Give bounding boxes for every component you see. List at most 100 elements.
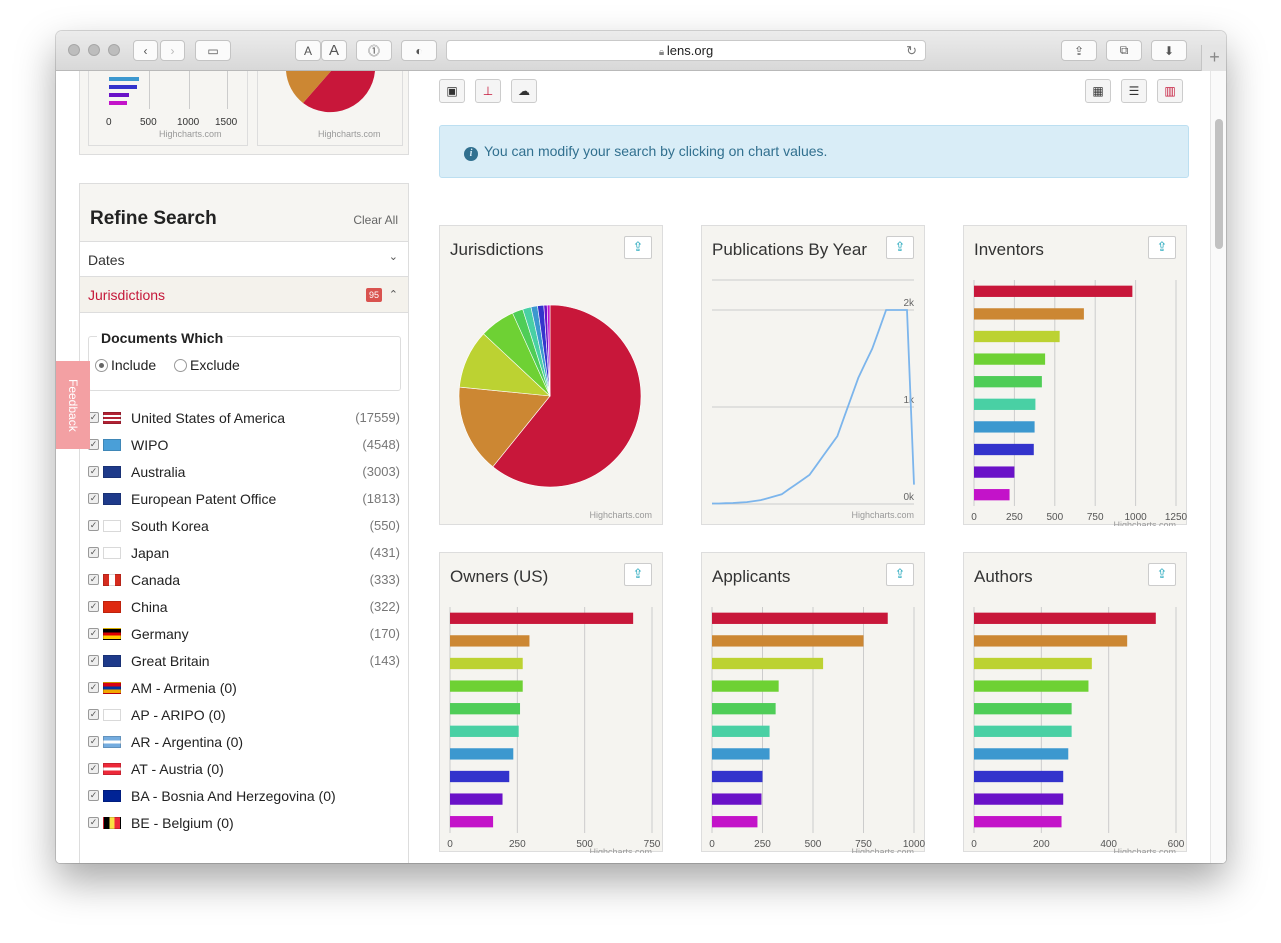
export-button[interactable]: ⇪	[624, 563, 652, 586]
jurisdiction-item[interactable]: ✓ AT - Austria (0)	[88, 755, 408, 782]
jurisdiction-count: (550)	[369, 518, 400, 533]
bar	[974, 612, 1156, 624]
publications-line-chart: 0k 1k 2k Highcharts.com	[712, 279, 915, 520]
upload-icon: ⇪	[894, 566, 906, 581]
tabs-button[interactable]: ⧉	[1106, 40, 1142, 61]
downloads-button[interactable]: ⬇	[1151, 40, 1187, 61]
dates-filter[interactable]: Dates ⌄	[80, 242, 408, 277]
minimize-window-button[interactable]	[88, 44, 100, 56]
include-radio[interactable]: Include	[95, 357, 156, 373]
chart-view-button[interactable]: ▥	[1157, 79, 1183, 103]
url-text: lens.org	[666, 43, 714, 58]
close-window-button[interactable]	[68, 44, 80, 56]
flag-icon	[103, 465, 121, 478]
zoom-window-button[interactable]	[108, 44, 120, 56]
jurisdiction-item[interactable]: ✓ European Patent Office (1813)	[88, 485, 408, 512]
checkbox-checked-icon[interactable]: ✓	[88, 493, 99, 504]
chart-credit: Highcharts.com	[851, 510, 914, 520]
bar	[974, 680, 1089, 692]
jurisdiction-item[interactable]: ✓ Canada (333)	[88, 566, 408, 593]
password-button[interactable]: ⓵	[356, 40, 392, 61]
font-larger-button[interactable]: A	[321, 40, 347, 61]
export-button[interactable]: ⇪	[886, 563, 914, 586]
back-button[interactable]: ‹	[133, 40, 158, 61]
jurisdiction-item[interactable]: ✓ United States of America (17559)	[88, 404, 408, 431]
bar	[974, 353, 1046, 365]
jurisdiction-item[interactable]: ✓ Australia (3003)	[88, 458, 408, 485]
export-button[interactable]: ⇪	[624, 236, 652, 259]
checkbox-checked-icon[interactable]: ✓	[88, 790, 99, 801]
feedback-tab[interactable]: Feedback	[56, 361, 90, 449]
flag-icon	[103, 492, 121, 505]
chart-card-applicants: Applicants ⇪ 0 250 500 750 1000 Highcharts.co…	[701, 552, 926, 853]
jurisdiction-item[interactable]: ✓ Germany (170)	[88, 620, 408, 647]
flag-icon	[103, 600, 121, 613]
table-view-button[interactable]: ▦	[1085, 79, 1111, 103]
checkbox-checked-icon[interactable]: ✓	[88, 655, 99, 666]
jurisdiction-item[interactable]: ✓ AR - Argentina (0)	[88, 728, 408, 755]
jurisdiction-label: Japan	[131, 544, 170, 561]
checkbox-checked-icon[interactable]: ✓	[88, 628, 99, 639]
x-tick-label: 750	[644, 839, 661, 850]
share-button[interactable]: ⇪	[1061, 40, 1097, 61]
save-button[interactable]: ▣	[439, 79, 465, 103]
bar	[450, 725, 519, 737]
page-scrollbar[interactable]	[1210, 71, 1226, 863]
x-tick-label: 500	[576, 839, 593, 850]
checkbox-checked-icon[interactable]: ✓	[88, 547, 99, 558]
jurisdiction-item[interactable]: ✓ BE - Belgium (0)	[88, 809, 408, 836]
chart-credit: Highcharts.com	[1113, 520, 1176, 526]
bar	[974, 725, 1072, 737]
checkbox-checked-icon[interactable]: ✓	[88, 520, 99, 531]
upload-icon: ⇪	[632, 239, 644, 254]
jurisdiction-item[interactable]: ✓ China (322)	[88, 593, 408, 620]
reload-icon[interactable]: ↻	[906, 43, 917, 58]
sidebar-toggle-button[interactable]: ▭	[195, 40, 231, 61]
upload-icon: ⇪	[1156, 566, 1168, 581]
export-button[interactable]: ⇪	[1148, 563, 1176, 586]
checkbox-checked-icon[interactable]: ✓	[88, 574, 99, 585]
checkbox-checked-icon[interactable]: ✓	[88, 601, 99, 612]
jurisdiction-item[interactable]: ✓ WIPO (4548)	[88, 431, 408, 458]
export-button[interactable]: ⇪	[886, 236, 914, 259]
chart-title: Jurisdictions	[450, 240, 544, 259]
jurisdiction-item[interactable]: ✓ Great Britain (143)	[88, 647, 408, 674]
mini-tick: 1500	[215, 117, 238, 128]
jurisdiction-item[interactable]: ✓ AP - ARIPO (0)	[88, 701, 408, 728]
jurisdiction-item[interactable]: ✓ AM - Armenia (0)	[88, 674, 408, 701]
flag-icon	[103, 816, 121, 829]
checkbox-checked-icon[interactable]: ✓	[88, 466, 99, 477]
chart-card-publications: Publications By Year ⇪ 0k 1k 2k Highcharts.…	[701, 225, 925, 525]
x-tick-label: 750	[1087, 512, 1104, 523]
jurisdiction-item[interactable]: ✓ South Korea (550)	[88, 512, 408, 539]
checkbox-checked-icon[interactable]: ✓	[88, 709, 99, 720]
mini-tick: 0	[106, 117, 112, 128]
bar	[450, 816, 494, 828]
exclude-radio[interactable]: Exclude	[174, 357, 240, 373]
new-tab-button[interactable]: +	[1201, 45, 1226, 71]
font-smaller-button[interactable]: A	[295, 40, 321, 61]
main-panel: ▣ ⊥ ☁ ▦ ☰ ▥ i You can modify your search …	[439, 71, 1189, 863]
cloud-download-button[interactable]: ☁	[511, 79, 537, 103]
checkbox-checked-icon[interactable]: ✓	[88, 682, 99, 693]
scrollbar-thumb[interactable]	[1215, 119, 1223, 249]
jurisdiction-item[interactable]: ✓ Japan (431)	[88, 539, 408, 566]
privacy-button[interactable]: ◐	[401, 40, 437, 61]
list-view-button[interactable]: ☰	[1121, 79, 1147, 103]
jurisdiction-item[interactable]: ✓ BA - Bosnia And Herzegovina (0)	[88, 782, 408, 809]
chart-credit: Highcharts.com	[1113, 847, 1176, 853]
forward-button[interactable]: ›	[160, 40, 185, 61]
checkbox-checked-icon[interactable]: ✓	[88, 763, 99, 774]
address-bar[interactable]: 🔒︎ lens.org ↻	[446, 40, 926, 61]
x-tick-label: 0	[971, 512, 977, 523]
sitemap-icon: ⊥	[482, 84, 494, 98]
chart-credit: Highcharts.com	[159, 129, 222, 139]
checkbox-checked-icon[interactable]: ✓	[88, 817, 99, 828]
jurisdictions-filter[interactable]: Jurisdictions 95 ⌃	[80, 277, 408, 313]
export-button[interactable]: ⇪	[1148, 236, 1176, 259]
chart-credit: Highcharts.com	[851, 847, 914, 853]
hierarchy-button[interactable]: ⊥	[475, 79, 501, 103]
clear-all-link[interactable]: Clear All	[353, 213, 398, 227]
checkbox-checked-icon[interactable]: ✓	[88, 736, 99, 747]
